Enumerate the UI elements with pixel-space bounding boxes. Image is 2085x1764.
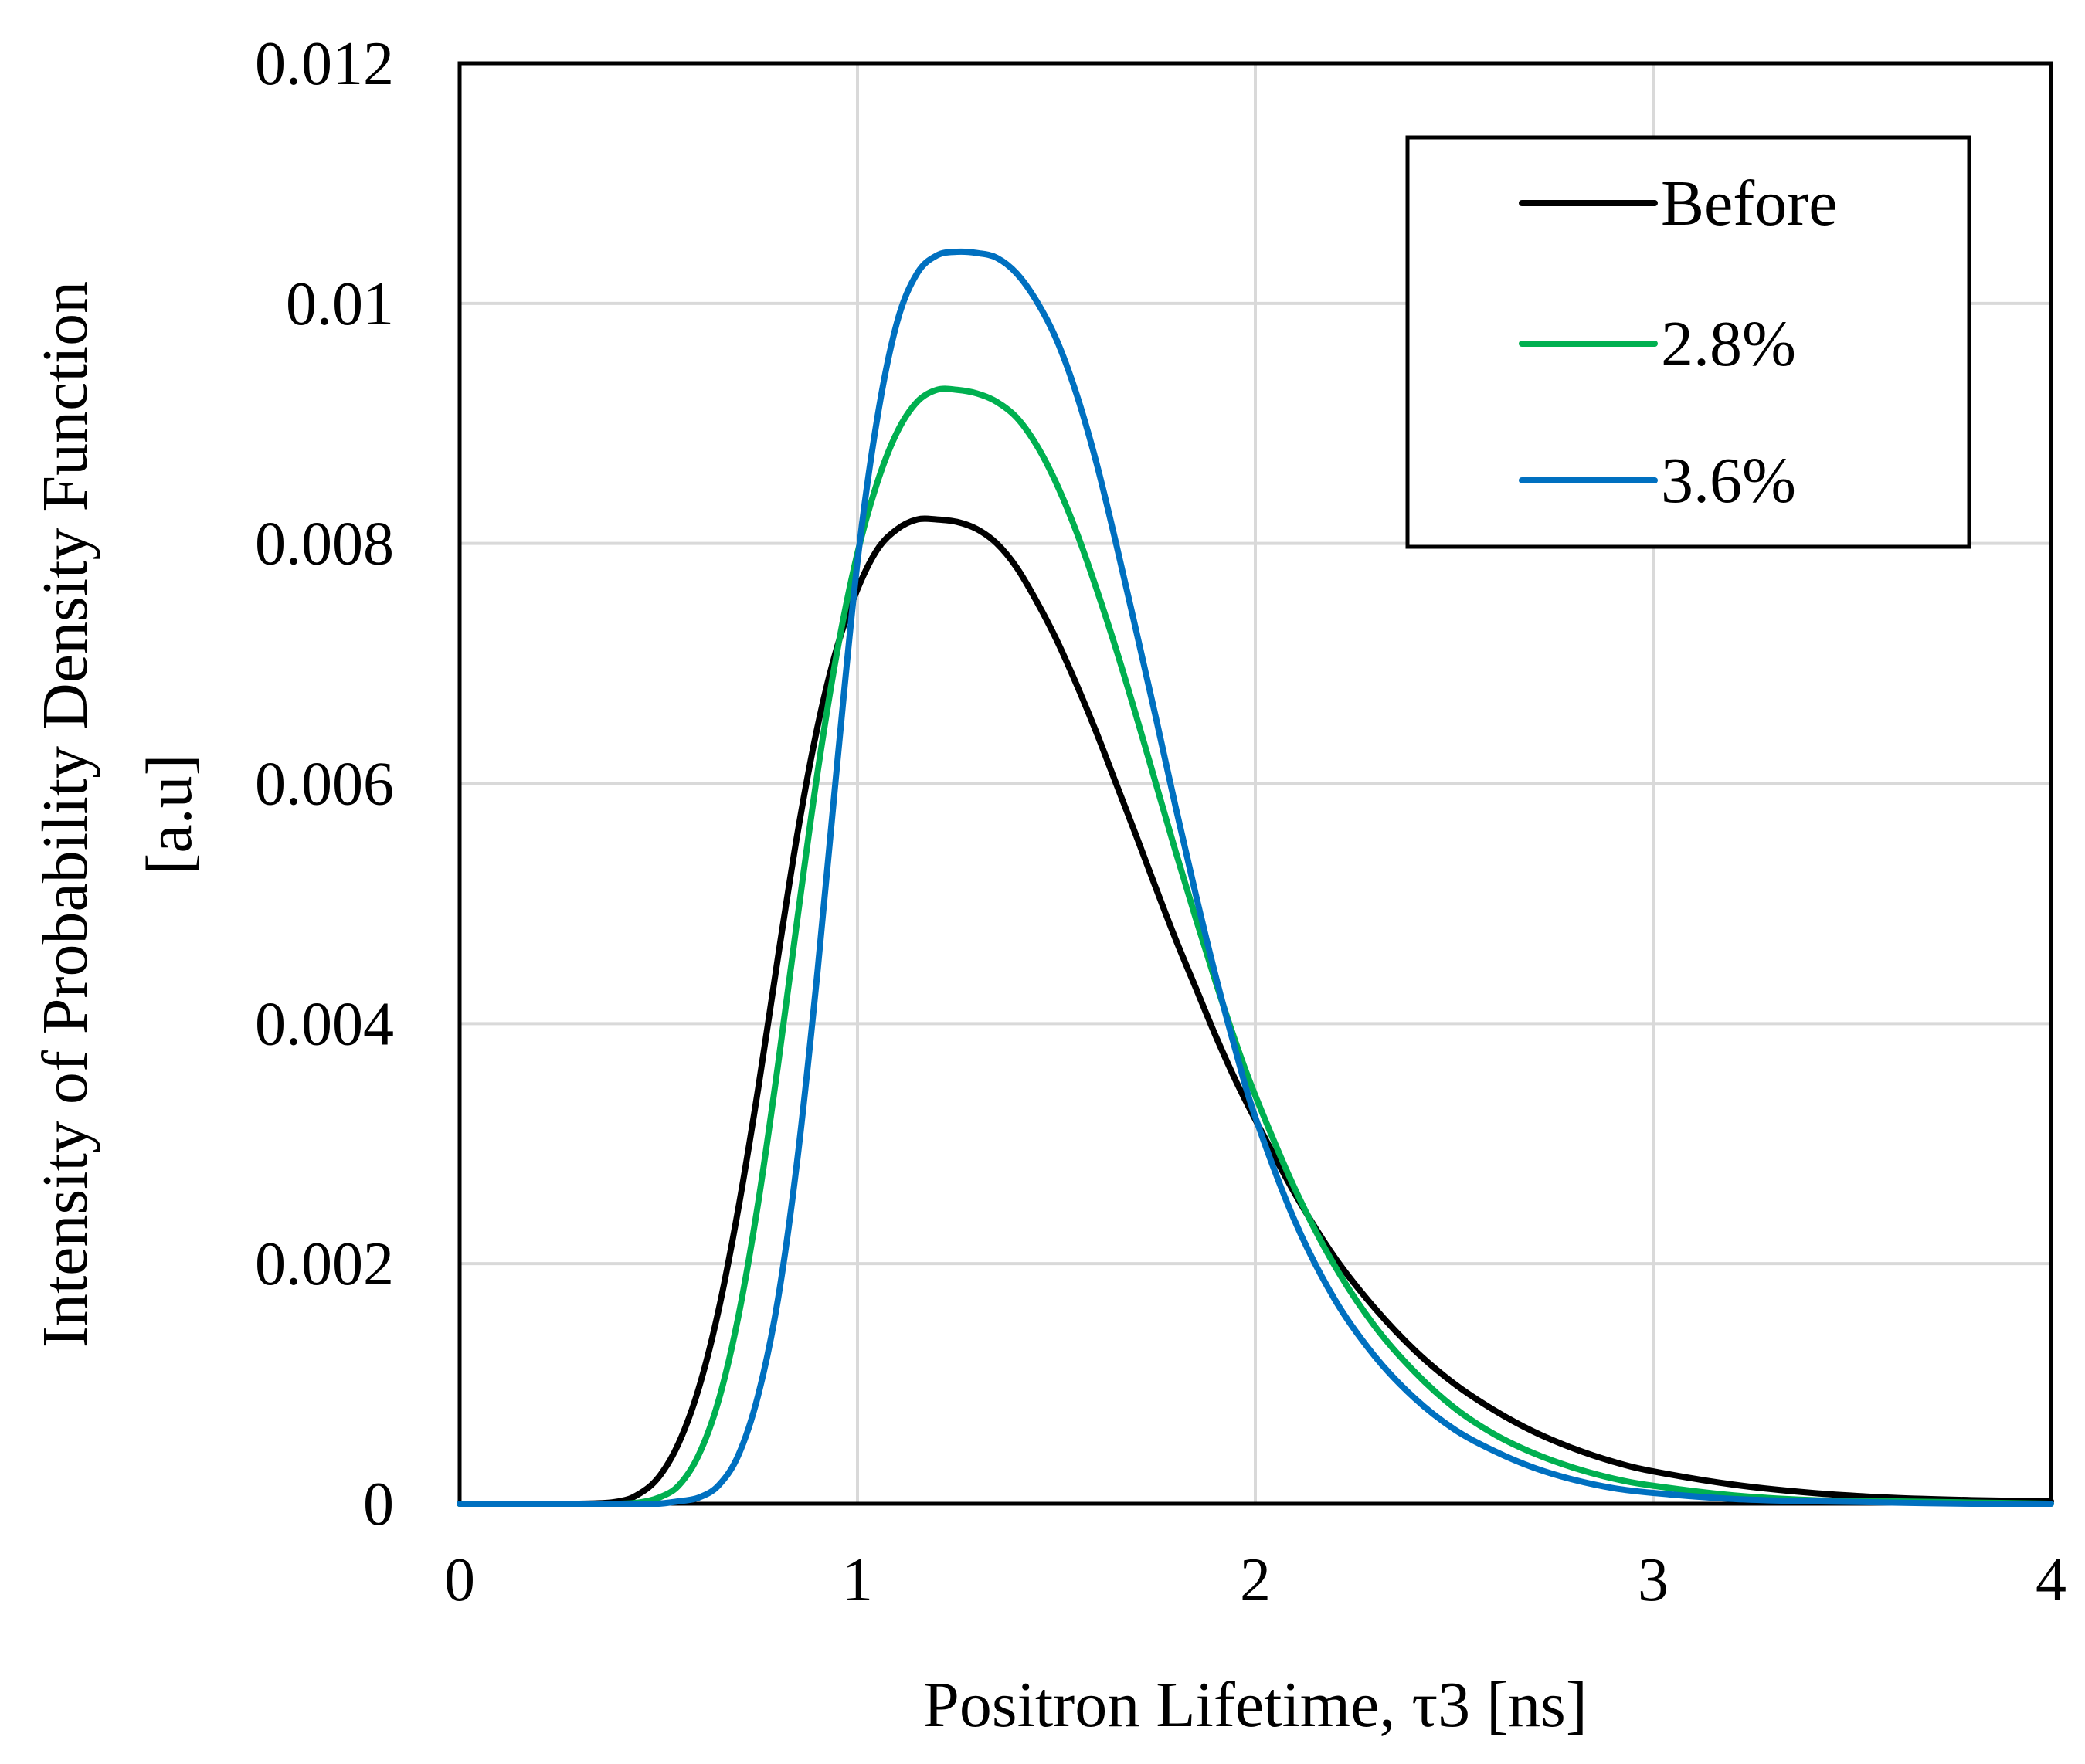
x-tick-label-0: 0 <box>444 1546 475 1614</box>
y-tick-label-2: 0.004 <box>255 990 394 1058</box>
plot-area-frame <box>457 61 2053 1506</box>
series-line-2 <box>457 248 2054 1508</box>
x-axis-ticks: 0 1 2 3 4 <box>444 1546 2066 1614</box>
x-tick-label-4: 4 <box>2036 1546 2066 1614</box>
series-line-1 <box>457 385 2054 1508</box>
y-tick-label-4: 0.008 <box>255 511 394 578</box>
x-tick-label-1: 1 <box>842 1546 873 1614</box>
y-axis-ticks: 0 0.002 0.004 0.006 0.008 0.01 0.012 <box>255 30 394 1538</box>
y-tick-label-6: 0.012 <box>255 30 394 98</box>
y-axis-title-line-1: Intensity of Probability Density Functio… <box>29 281 101 1348</box>
y-axis-title: Intensity of Probability Density Functio… <box>29 281 205 1348</box>
y-tick-label-0: 0 <box>363 1471 394 1538</box>
legend-items: Before 2.8% 3.6% <box>1519 168 1838 517</box>
legend-label-2: 3.6% <box>1661 445 1796 517</box>
y-tick-label-3: 0.006 <box>255 751 394 819</box>
y-axis-title-line-2: [a.u] <box>134 754 205 874</box>
x-tick-label-3: 3 <box>1638 1546 1669 1614</box>
series-lines <box>457 248 2054 1508</box>
y-tick-label-1: 0.002 <box>255 1230 394 1298</box>
legend: Before 2.8% 3.6% <box>1405 135 1971 549</box>
y-tick-label-5: 0.01 <box>286 270 394 338</box>
x-tick-label-2: 2 <box>1240 1546 1271 1614</box>
x-axis-title: Positron Lifetime, τ3 [ns] <box>923 1669 1588 1741</box>
legend-box <box>1405 135 1971 549</box>
legend-label-1: 2.8% <box>1661 308 1796 380</box>
legend-label-0: Before <box>1661 168 1838 239</box>
series-line-0 <box>457 515 2054 1508</box>
